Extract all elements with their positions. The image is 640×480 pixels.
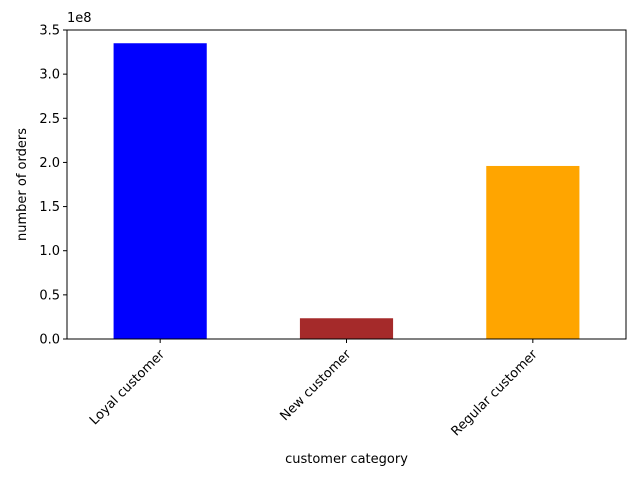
y-axis-ticks: 0.0 0.5 1.0 1.5 2.0 2.5 3.0 3.5: [39, 24, 67, 348]
y-tick-label: 0.0: [39, 333, 60, 348]
bar-regular-customer: [486, 165, 580, 339]
bar-new-customer: [299, 318, 394, 339]
plot-frame: [66, 29, 627, 340]
y-tick-label: 1.0: [39, 244, 60, 259]
bar-loyal-customer: [113, 43, 207, 339]
y-tick-label: 3.5: [39, 24, 60, 39]
y-tick-label: 2.0: [39, 156, 60, 171]
bars-group: [113, 43, 580, 339]
y-tick-label: 0.5: [39, 288, 60, 303]
y-axis-offset-label: 1e8: [67, 11, 92, 26]
y-tick-label: 2.5: [39, 112, 60, 127]
y-tick-label: 3.0: [39, 68, 60, 83]
y-tick-label: 1.5: [39, 200, 60, 215]
x-axis-label: customer category: [285, 452, 408, 467]
y-axis-label: number of orders: [15, 128, 30, 241]
